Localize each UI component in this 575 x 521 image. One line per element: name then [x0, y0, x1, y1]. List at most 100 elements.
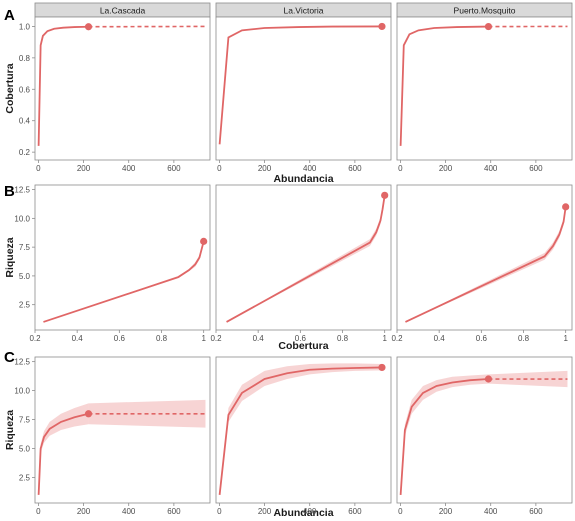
facet-panel-1: La.Victoria 0 200 400 600	[215, 2, 392, 173]
panel-border	[215, 16, 392, 161]
x-tick-label: 400	[303, 507, 317, 516]
facet-panel-1: 0 200 400 600	[215, 356, 392, 516]
x-tick-label: 200	[258, 164, 272, 173]
y-tick-label: 12.5	[14, 186, 30, 195]
x-tick-label: 0.8	[518, 334, 530, 343]
facet-strip-label: Puerto.Mosquito	[454, 6, 516, 16]
y-tick-label: 5.0	[19, 272, 31, 281]
observed-point	[381, 191, 389, 199]
x-axis-title: Abundancia	[273, 507, 333, 519]
x-tick-label: 1	[563, 334, 568, 343]
chart-row-a: A Cobertura Abundancia La.Cascada 0.2 0.4 0.6 0…	[4, 2, 573, 185]
x-tick-label: 0.2	[391, 334, 403, 343]
interpolation-line	[218, 25, 382, 145]
facet-panel-2: 0 200 400 600	[396, 356, 573, 516]
x-tick-label: 0.6	[476, 334, 488, 343]
interpolation-line	[399, 378, 489, 495]
observed-point	[84, 410, 93, 418]
interpolation-line	[37, 412, 89, 495]
x-axis-title: Cobertura	[278, 340, 328, 352]
interpolation-line	[37, 25, 89, 146]
x-tick-label: 200	[77, 507, 91, 516]
facet-panel-0: La.Cascada 0.2 0.4 0.6 0.8 1.0 0 200 400 600	[19, 2, 211, 173]
observed-point	[378, 363, 386, 372]
y-axis-title: Riqueza	[4, 237, 16, 277]
x-tick-label: 600	[167, 164, 181, 173]
panel-border	[215, 184, 392, 331]
facet-strip-label: La.Victoria	[283, 6, 323, 16]
panel-border	[215, 356, 392, 504]
x-tick-label: 400	[484, 164, 498, 173]
chart-row-b: B Riqueza Cobertura 2.5 5.0 7.5 10.0 12.5 0.2 0.4…	[4, 183, 573, 352]
x-tick-label: 1	[382, 334, 387, 343]
x-tick-label: 600	[167, 507, 181, 516]
x-tick-label: 400	[122, 507, 136, 516]
x-tick-label: 0.8	[156, 334, 168, 343]
x-tick-label: 400	[303, 164, 317, 173]
observed-point	[562, 203, 570, 211]
y-tick-label: 7.5	[19, 243, 31, 252]
facet-panel-0: 2.5 5.0 7.5 10.0 12.5 0.2 0.4 0.6 0.8 1	[14, 184, 211, 343]
extrapolation-band	[488, 370, 568, 388]
interpolation-line	[226, 195, 386, 323]
panel-border	[396, 16, 573, 161]
x-tick-label: 600	[529, 164, 543, 173]
y-tick-label: 0.6	[19, 85, 31, 94]
x-tick-label: 0.4	[253, 334, 265, 343]
x-tick-label: 0	[398, 164, 403, 173]
x-tick-label: 400	[122, 164, 136, 173]
observed-point	[484, 375, 493, 383]
x-tick-label: 400	[484, 507, 498, 516]
observed-point	[200, 237, 208, 245]
y-axis-title: Riqueza	[4, 410, 16, 450]
x-tick-label: 0.4	[434, 334, 446, 343]
facet-strip-label: La.Cascada	[100, 6, 146, 16]
x-tick-label: 0	[36, 164, 41, 173]
y-tick-label: 5.0	[19, 445, 31, 454]
panel-border	[34, 184, 211, 331]
x-tick-label: 0	[217, 507, 222, 516]
observed-point	[378, 22, 386, 31]
facet-panel-2: Puerto.Mosquito 0 200 400 600	[396, 2, 573, 173]
x-tick-label: 200	[439, 164, 453, 173]
y-axis-title: Cobertura	[4, 63, 16, 113]
facet-panel-0: 2.5 5.0 7.5 10.0 12.5 0 200 400 600	[14, 356, 211, 516]
x-tick-label: 0.8	[337, 334, 349, 343]
chart-row-c: C Riqueza Abundancia 2.5 5.0 7.5 10.0 12.5 0 200 4…	[4, 349, 573, 519]
x-tick-label: 0.4	[72, 334, 84, 343]
plot-root: ACoberturaAbundanciaLa.Cascada0.20.40.60…	[4, 2, 573, 519]
panel-border	[34, 356, 211, 504]
y-tick-label: 2.5	[19, 301, 31, 310]
y-tick-label: 0.2	[19, 148, 31, 157]
x-tick-label: 0	[36, 507, 41, 516]
x-tick-label: 0	[398, 507, 403, 516]
x-tick-label: 0.6	[114, 334, 126, 343]
facet-panel-2: 0.2 0.4 0.6 0.8 1	[391, 184, 573, 343]
row-label: B	[4, 183, 15, 200]
panel-border	[34, 16, 211, 161]
x-tick-label: 0	[217, 164, 222, 173]
confidence-band	[38, 403, 89, 495]
y-tick-label: 2.5	[19, 474, 31, 483]
y-tick-label: 12.5	[14, 358, 30, 367]
x-axis-title: Abundancia	[273, 173, 333, 185]
x-tick-label: 600	[529, 507, 543, 516]
row-label: A	[4, 7, 15, 24]
facet-panel-1: 0.2 0.4 0.6 0.8 1	[210, 184, 392, 343]
x-tick-label: 0.2	[210, 334, 222, 343]
x-tick-label: 0.2	[29, 334, 41, 343]
y-tick-label: 10.0	[14, 387, 30, 396]
x-tick-label: 600	[348, 164, 362, 173]
x-tick-label: 200	[258, 507, 272, 516]
observed-point	[484, 22, 493, 31]
y-tick-label: 7.5	[19, 416, 31, 425]
y-tick-label: 0.8	[19, 54, 31, 63]
interpolation-line	[399, 25, 489, 146]
interpolation-line	[405, 206, 567, 323]
x-tick-label: 200	[439, 507, 453, 516]
x-tick-label: 1	[201, 334, 206, 343]
y-tick-label: 10.0	[14, 214, 30, 223]
interpolation-line	[218, 366, 382, 495]
x-tick-label: 0.6	[295, 334, 307, 343]
